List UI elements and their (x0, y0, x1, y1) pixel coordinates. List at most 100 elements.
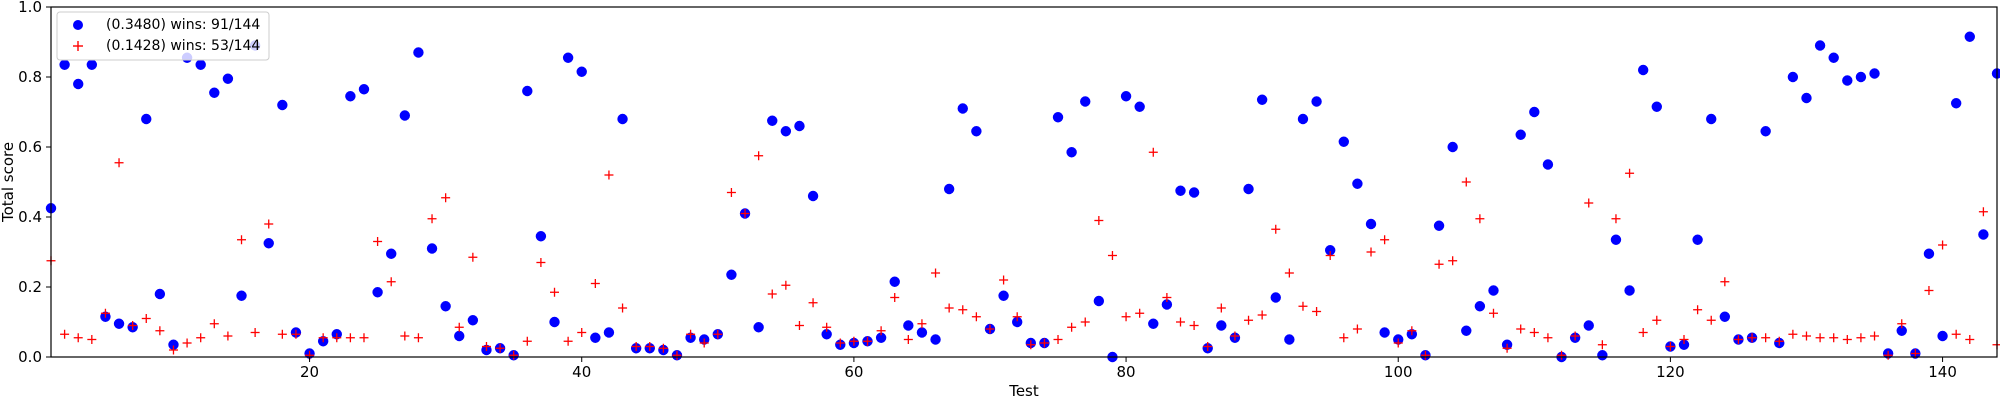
data-point-circle (1896, 325, 1907, 336)
data-point-circle (345, 91, 356, 102)
data-point-plus (1244, 315, 1254, 325)
data-point-circle (1692, 234, 1703, 245)
x-tick-label: 60 (844, 363, 863, 381)
x-tick-label: 120 (1656, 363, 1685, 381)
x-tick-label: 20 (300, 363, 319, 381)
data-point-plus (1257, 310, 1267, 320)
data-point-plus (1584, 198, 1594, 208)
axes-ticks: 20 40 60 80 100 120 140 0.0 0.2 0.4 0.6 0.8 1.0 (18, 0, 1957, 381)
data-point-plus (318, 333, 328, 343)
data-point-plus (1706, 315, 1716, 325)
data-point-plus (1720, 277, 1730, 287)
data-point-circle (467, 315, 479, 326)
data-point-circle (726, 269, 737, 280)
data-point-plus (1897, 319, 1907, 329)
data-point-plus (60, 329, 70, 339)
data-point-plus (754, 151, 764, 161)
data-point-circle (358, 84, 370, 95)
data-point-circle (1379, 327, 1390, 338)
data-point-plus (264, 219, 274, 229)
data-point-circle (1052, 112, 1064, 123)
data-point-circle (780, 126, 792, 137)
data-point-circle (807, 190, 819, 202)
data-point-plus (1978, 207, 1988, 217)
data-point-circle (1161, 299, 1173, 310)
data-point-plus (849, 336, 859, 346)
data-point-plus (658, 343, 668, 353)
data-point-plus (958, 305, 968, 315)
data-point-circle (1842, 75, 1853, 86)
data-point-plus (1597, 340, 1607, 350)
data-point-plus (699, 338, 709, 348)
data-point-plus (100, 308, 110, 318)
data-point-plus (427, 214, 437, 224)
data-point-plus (1393, 338, 1403, 348)
data-point-circle (1937, 330, 1948, 342)
data-point-plus (277, 329, 287, 339)
data-point-plus (863, 336, 873, 346)
data-point-plus (332, 333, 342, 343)
legend-marker-circle (73, 20, 83, 30)
data-point-circle (794, 120, 805, 132)
data-point-circle (1760, 126, 1771, 137)
data-point-plus (1557, 350, 1567, 360)
data-point-plus (1094, 216, 1104, 225)
data-point-circle (1529, 106, 1540, 118)
data-point-plus (890, 293, 900, 302)
data-point-plus (1366, 247, 1376, 257)
data-point-circle (1515, 129, 1526, 140)
data-point-plus (1801, 331, 1811, 341)
data-point-plus (1611, 214, 1621, 224)
data-point-circle (1270, 292, 1281, 303)
data-point-circle (1175, 185, 1186, 196)
data-point-plus (1951, 329, 1961, 339)
data-point-plus (128, 321, 138, 330)
y-axis-label: Total score (0, 142, 17, 223)
data-point-circle (1284, 334, 1295, 345)
data-point-plus (1665, 342, 1675, 351)
data-point-plus (114, 158, 124, 168)
data-point-plus (1148, 147, 1158, 157)
data-point-plus (686, 329, 696, 339)
data-point-plus (618, 303, 628, 313)
data-point-plus (1026, 340, 1036, 350)
data-point-circle (522, 85, 533, 97)
x-tick-label: 140 (1928, 363, 1957, 381)
data-point-circle (1787, 71, 1799, 83)
data-point-plus (1107, 251, 1117, 260)
data-point-circle (1583, 320, 1594, 331)
series-2 (46, 147, 2000, 360)
data-point-plus (1992, 340, 2000, 350)
data-point-circle (1338, 136, 1349, 147)
data-point-plus (1679, 335, 1689, 344)
data-point-plus (985, 324, 995, 334)
data-point-circle (875, 332, 887, 343)
data-point-circle (1597, 350, 1608, 361)
data-point-circle (1869, 68, 1880, 79)
legend-label-series-1: (0.3480) wins: 91/144 (106, 17, 260, 33)
data-point-plus (509, 350, 519, 360)
data-point-plus (999, 275, 1009, 285)
data-point-circle (753, 322, 764, 333)
data-point-plus (590, 279, 600, 288)
data-point-circle (603, 327, 615, 338)
x-tick-label: 80 (1117, 363, 1136, 381)
data-point-circle (1678, 339, 1690, 350)
data-point-circle (1352, 178, 1363, 189)
data-point-circle (903, 320, 914, 331)
data-point-plus (1284, 268, 1294, 278)
data-point-plus (1448, 256, 1458, 266)
data-point-circle (1624, 285, 1635, 296)
data-point-circle (209, 87, 220, 98)
data-point-plus (713, 329, 723, 339)
data-point-circle (1610, 234, 1622, 245)
data-point-plus (1012, 312, 1022, 322)
data-point-circle (1447, 141, 1458, 153)
data-point-circle (399, 110, 411, 121)
legend-box (56, 11, 270, 61)
data-point-circle (195, 59, 206, 70)
x-axis-label: Test (1008, 382, 1039, 400)
data-point-circle (1950, 98, 1962, 109)
data-point-plus (1883, 350, 1893, 360)
data-point-plus (1162, 293, 1172, 302)
